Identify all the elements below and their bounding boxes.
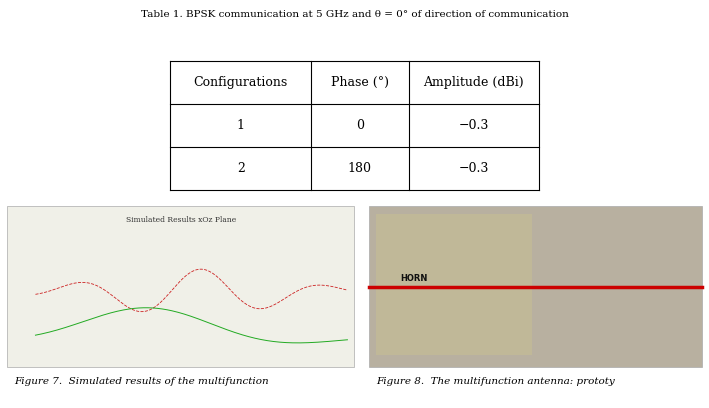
Text: Figure 8.  The multifunction antenna: prototy: Figure 8. The multifunction antenna: pro… xyxy=(376,377,615,386)
Text: −0.3: −0.3 xyxy=(459,162,489,175)
Text: −0.3: −0.3 xyxy=(459,119,489,132)
Text: 2: 2 xyxy=(237,162,245,175)
Text: 0: 0 xyxy=(356,119,364,132)
Text: Figure 7.  Simulated results of the multifunction: Figure 7. Simulated results of the multi… xyxy=(14,377,269,386)
Bar xyxy=(376,214,532,355)
Text: Phase (°): Phase (°) xyxy=(331,76,389,89)
Text: Configurations: Configurations xyxy=(194,76,288,89)
Text: 1: 1 xyxy=(237,119,245,132)
Bar xyxy=(369,206,702,367)
Text: HORN: HORN xyxy=(401,273,428,282)
Text: Amplitude (dBi): Amplitude (dBi) xyxy=(423,76,524,89)
Bar xyxy=(170,61,539,190)
Bar xyxy=(7,206,354,367)
Text: Simulated Results xOz Plane: Simulated Results xOz Plane xyxy=(125,216,236,224)
Text: Table 1. BPSK communication at 5 GHz and θ = 0° of direction of communication: Table 1. BPSK communication at 5 GHz and… xyxy=(140,10,569,19)
Text: 180: 180 xyxy=(348,162,372,175)
